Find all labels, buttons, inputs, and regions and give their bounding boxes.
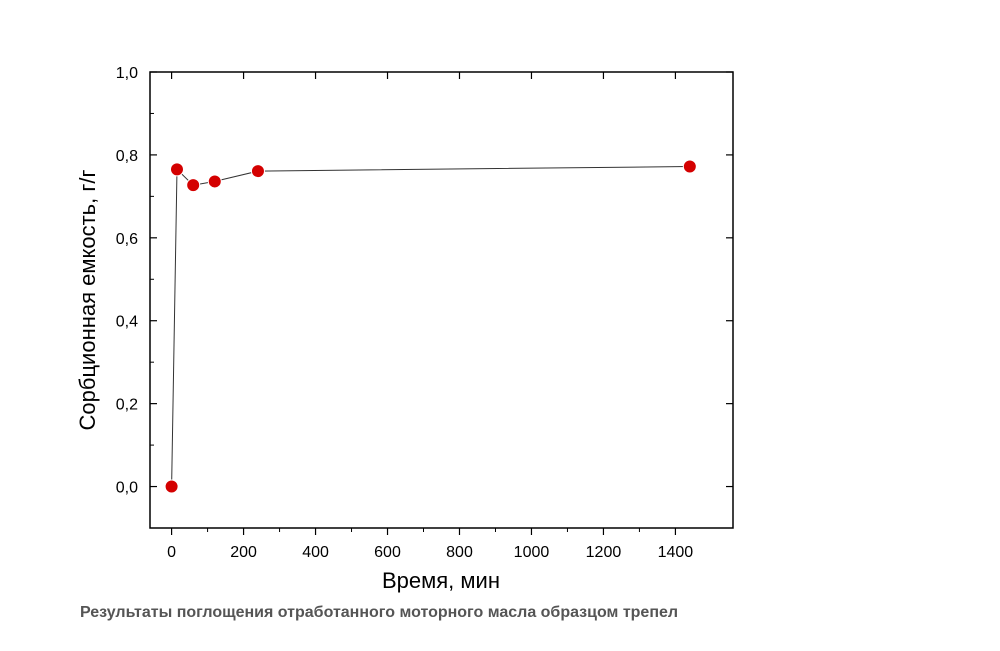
y-axis-ticks: 0,0 0,2 0,4 0,6 0,8 1,0: [116, 65, 733, 529]
figure-caption: Результаты поглощения отработанного мото…: [80, 604, 679, 621]
chart: 0 200 400 600 800 1000 1200 1400 0,00,20,40,60,…: [75, 65, 734, 593]
y-tick-label: 0,6: [116, 231, 138, 248]
x-tick-label: 0: [167, 544, 176, 561]
y-axis-title: Сорбционная емкость, г/г: [75, 169, 100, 430]
x-tick-label: 1200: [586, 544, 622, 561]
x-tick-label: 200: [230, 544, 257, 561]
plot-frame: [149, 71, 734, 529]
data-point: [682, 159, 697, 174]
y-tick-label: 0,8: [116, 148, 138, 165]
y-tick-label: 0,0: [116, 480, 138, 497]
data-point: [250, 164, 265, 179]
x-axis-ticks: 0 200 400 600 800 1000 1200 1400: [167, 72, 693, 561]
series-line: [171, 166, 690, 487]
data-point: [169, 162, 184, 177]
x-tick-label: 600: [374, 544, 401, 561]
data-point: [164, 479, 179, 494]
data-points: [164, 159, 697, 494]
x-axis-title: Время, мин: [382, 568, 500, 593]
x-tick-label: 800: [446, 544, 473, 561]
data-point: [207, 174, 222, 189]
x-tick-label: 400: [302, 544, 329, 561]
x-tick-label: 1000: [514, 544, 550, 561]
x-tick-label: 1400: [658, 544, 694, 561]
y-tick-label: 1,0: [116, 65, 138, 82]
y-tick-label: 0,2: [116, 397, 138, 414]
y-tick-label: 0,4: [116, 314, 138, 331]
data-point: [186, 178, 201, 193]
